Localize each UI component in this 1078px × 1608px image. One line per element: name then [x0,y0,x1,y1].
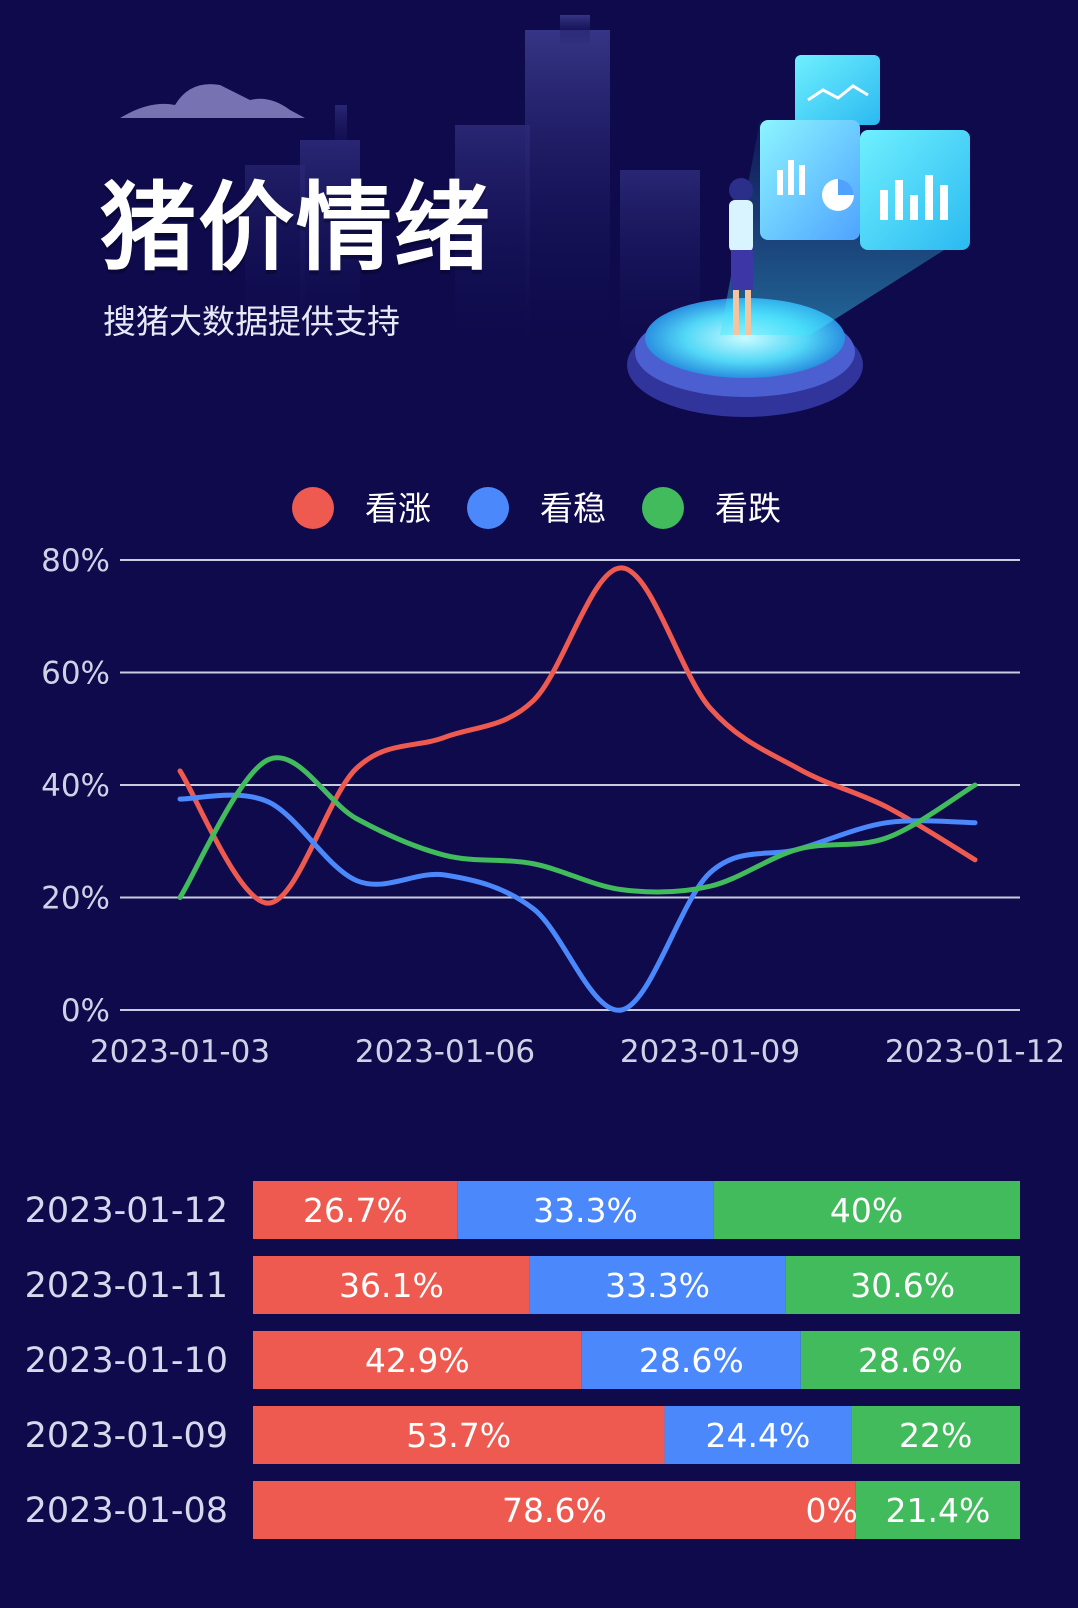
bar-category-label: 2023-01-10 [25,1341,228,1381]
line-rise [177,565,978,906]
bar-segment [581,1331,801,1389]
bar-value-label: 26.7% [303,1191,408,1230]
bar-value-label: 28.6% [639,1341,744,1380]
bar-value-label: 30.6% [850,1266,955,1305]
sentiment-stacked-bar-chart: 2023-01-12 26.7% 33.3% 40% 2023-01-11 36.1% 33… [25,1181,1020,1539]
bar-segment [855,1481,1020,1539]
bar-value-label: 53.7% [406,1416,511,1455]
legend-swatch [642,487,684,529]
sentiment-line-chart: 看涨 看稳 看跌 0% 20% 40% 60% 80% 2023-01-03 2023-01-06… [41,487,1065,1070]
bar-category-label: 2023-01-11 [25,1266,228,1306]
hero-illustration [120,15,970,417]
bar-segment [253,1406,665,1464]
bar-value-label: 28.6% [858,1341,963,1380]
bar-value-label: 40% [830,1191,903,1230]
page-title: 猪价情绪 [100,172,492,284]
bar-value-label: 22% [899,1416,972,1455]
bar-value-label: 36.1% [339,1266,444,1305]
x-tick-label: 2023-01-06 [355,1034,535,1070]
y-tick-label: 20% [41,881,110,917]
bar-segment [253,1256,530,1314]
bar-segment [785,1256,1020,1314]
bar-segment [713,1181,1020,1239]
x-tick-label: 2023-01-03 [90,1034,270,1070]
bar-segment [851,1406,1020,1464]
legend-label: 看涨 [365,489,431,528]
bar-value-label: 78.6% [502,1491,607,1530]
bar-segment [253,1181,458,1239]
bar-value-label: 33.3% [533,1191,638,1230]
legend-swatch [292,487,334,529]
y-tick-label: 80% [41,543,110,579]
bar-value-label: 0% [806,1491,858,1530]
legend-label: 看稳 [540,489,606,528]
bar-segment [457,1181,714,1239]
y-tick-label: 0% [61,993,110,1029]
bar-category-label: 2023-01-12 [25,1191,228,1231]
x-tick-label: 2023-01-09 [620,1034,800,1070]
legend-label: 看跌 [715,489,781,528]
bar-category-label: 2023-01-09 [25,1416,228,1456]
bar-category-label: 2023-01-08 [25,1491,228,1531]
bar-segment [253,1481,856,1539]
bar-segment [664,1406,852,1464]
line-fall [177,755,978,900]
legend-swatch [467,487,509,529]
bar-segment [253,1331,582,1389]
page-subtitle: 搜猪大数据提供支持 [103,302,400,341]
y-tick-label: 40% [41,768,110,804]
line-stable [177,792,978,1013]
bar-value-label: 42.9% [365,1341,470,1380]
bar-value-label: 33.3% [605,1266,710,1305]
bar-value-label: 21.4% [886,1491,991,1530]
bar-segment [800,1331,1020,1389]
bar-segment [529,1256,786,1314]
y-tick-label: 60% [41,656,110,692]
bar-value-label: 24.4% [706,1416,811,1455]
x-tick-label: 2023-01-12 [885,1034,1065,1070]
